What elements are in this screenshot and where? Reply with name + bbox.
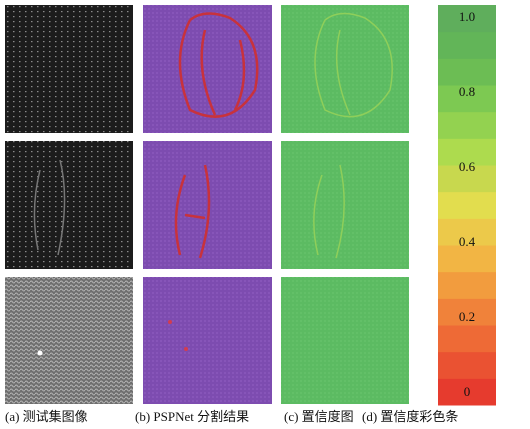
tick-label: 1.0 <box>459 9 475 24</box>
defect-region <box>168 320 172 324</box>
caption: (d) 置信度彩色条 <box>362 409 458 424</box>
captions: (a) 测试集图像 (b) PSPNet 分割结果 (c) 置信度图 (d) 置信度彩… <box>5 409 458 424</box>
confidence-map <box>281 141 409 269</box>
tick-label: 0.4 <box>459 234 476 249</box>
segmentation <box>143 277 272 404</box>
defect <box>38 351 43 356</box>
caption: (c) 置信度图 <box>284 409 354 424</box>
color-band <box>438 112 496 139</box>
tick-label: 0.8 <box>459 84 475 99</box>
color-band <box>438 325 496 352</box>
color-band <box>438 245 496 272</box>
colorbar: 0 0.2 0.4 0.6 0.8 1.0 <box>438 5 496 406</box>
confidence-map <box>281 277 409 404</box>
caption: (a) 测试集图像 <box>5 409 88 424</box>
test-image <box>5 141 133 269</box>
color-band <box>438 32 496 59</box>
test-image <box>5 5 133 133</box>
color-band <box>438 58 496 85</box>
figure: 0 0.2 0.4 0.6 0.8 1.0 (a) 测试集图像 (b) PSPNet 分割结… <box>0 0 530 429</box>
confidence-map <box>281 5 409 133</box>
caption: (b) PSPNet 分割结果 <box>135 409 249 424</box>
tick-label: 0 <box>464 384 471 399</box>
color-band <box>438 352 496 379</box>
segmentation <box>143 141 272 269</box>
defect-region <box>184 347 188 351</box>
color-band <box>438 192 496 219</box>
tick-label: 0.2 <box>459 309 475 324</box>
test-image <box>5 277 133 404</box>
tick-label: 0.6 <box>459 159 476 174</box>
segmentation <box>143 5 272 133</box>
color-band <box>438 272 496 299</box>
